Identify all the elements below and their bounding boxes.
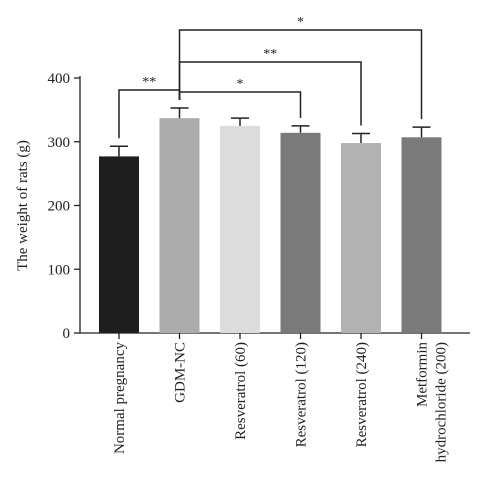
significance-label: **: [263, 47, 277, 62]
x-tick-label: Resveratrol (60): [233, 342, 249, 440]
x-tick-label-line: Resveratrol (60): [233, 342, 249, 440]
y-tick-label: 0: [63, 326, 71, 342]
x-tick-label: GDM-NC: [173, 342, 189, 403]
significance-label: **: [142, 75, 156, 90]
bar: [220, 125, 260, 333]
bar: [280, 132, 321, 333]
axis-labels: The weight of rats (g) Normal pregnancy GD…: [15, 140, 450, 462]
significance-bracket: [178, 61, 362, 126]
x-tick-label-line: GDM-NC: [173, 342, 189, 403]
axes: 0 100 200 300 400: [48, 71, 470, 342]
y-tick-label: 300: [48, 135, 71, 151]
x-tick-label: Normal pregnancy: [112, 342, 128, 455]
x-tick-label-line: Resveratrol (120): [294, 342, 310, 447]
x-tick-label-line: Resveratrol (240): [354, 342, 370, 447]
x-tick-label-line: Metformin: [415, 342, 431, 407]
x-tick-label-line: Normal pregnancy: [112, 342, 128, 455]
y-tick-label: 100: [48, 262, 71, 278]
x-tick-label: Resveratrol (120): [294, 342, 310, 447]
x-tick-label: Metformin hydrochloride (200): [415, 342, 450, 463]
y-axis-title: The weight of rats (g): [15, 140, 31, 271]
x-tick-label: Resveratrol (240): [354, 342, 370, 447]
bar: [159, 118, 200, 333]
y-tick-label: 200: [48, 199, 71, 215]
bar: [99, 156, 139, 333]
significance-bracket: [178, 91, 302, 118]
x-tick-label-line: hydrochloride (200): [434, 342, 450, 462]
significance-bracket: [178, 29, 423, 120]
bar: [341, 143, 381, 333]
significance-brackets: ** ****: [118, 15, 423, 139]
y-tick-label: 400: [48, 71, 71, 87]
bar: [401, 137, 442, 333]
significance-label: *: [297, 15, 304, 30]
bars: [99, 107, 442, 333]
significance-label: *: [237, 77, 244, 92]
